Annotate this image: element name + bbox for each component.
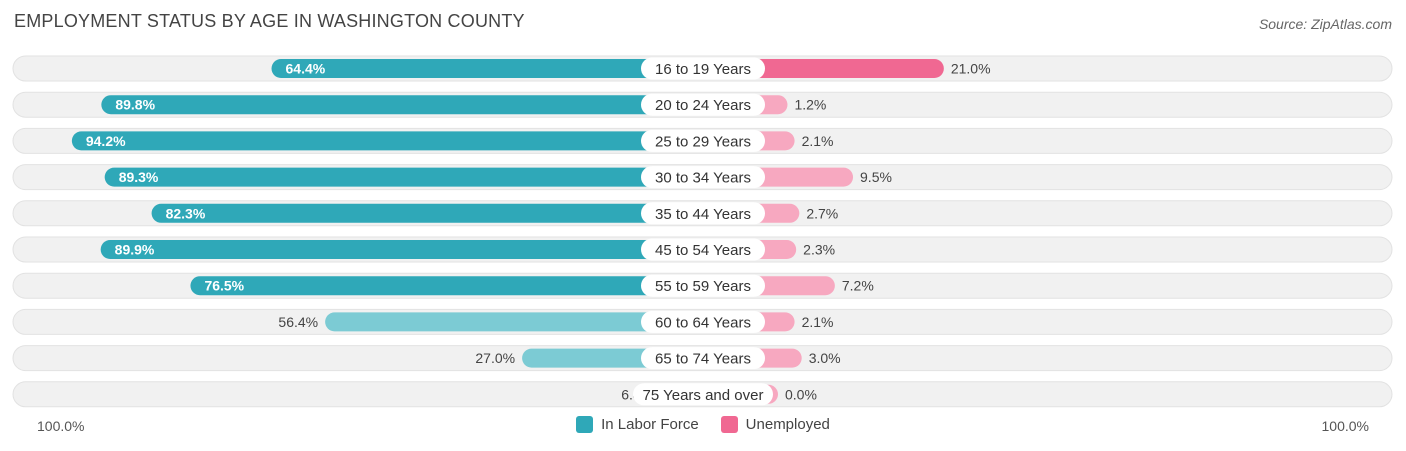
label-labor-force: 56.4% (278, 314, 318, 330)
legend-item-labor-force[interactable]: In Labor Force (576, 416, 699, 433)
category-label: 55 to 59 Years (655, 278, 751, 295)
label-unemployed: 2.3% (803, 242, 835, 258)
category-pill (641, 202, 765, 225)
category-pill (641, 57, 765, 80)
category-label: 45 to 54 Years (655, 242, 751, 259)
label-unemployed: 21.0% (951, 61, 991, 77)
legend-swatch-labor-force (576, 416, 594, 433)
chart-title: EMPLOYMENT STATUS BY AGE IN WASHINGTON C… (14, 11, 525, 31)
label-labor-force: 94.2% (86, 133, 126, 149)
label-labor-force: 89.3% (119, 169, 159, 185)
bar-labor-force (190, 276, 703, 296)
label-labor-force: 82.3% (166, 205, 206, 221)
legend-label-labor-force: In Labor Force (601, 416, 699, 433)
label-unemployed: 7.2% (842, 278, 874, 294)
category-label: 35 to 44 Years (655, 206, 751, 223)
label-labor-force: 89.9% (115, 242, 155, 258)
category-label: 25 to 29 Years (655, 133, 751, 150)
bar-labor-force (100, 240, 704, 259)
category-label: 60 to 64 Years (655, 314, 751, 331)
legend: In Labor Force Unemployed (0, 416, 1406, 433)
label-labor-force: 89.8% (115, 97, 155, 113)
category-label: 30 to 34 Years (655, 170, 751, 187)
label-unemployed: 2.1% (802, 314, 834, 330)
source-label: Source: ZipAtlas.com (1258, 16, 1392, 32)
category-pill (641, 274, 765, 297)
label-unemployed: 3.0% (809, 350, 841, 366)
bar-labor-force (325, 312, 703, 332)
bar-labor-force (71, 131, 704, 151)
bar-labor-force (104, 167, 703, 187)
category-label: 16 to 19 Years (655, 61, 751, 78)
category-pill (641, 93, 765, 116)
category-pill (641, 166, 765, 189)
label-unemployed: 9.5% (860, 169, 892, 185)
label-unemployed: 0.0% (785, 386, 817, 402)
category-label: 65 to 74 Years (655, 351, 751, 368)
label-labor-force: 64.4% (286, 61, 326, 77)
axis-left-label: 100.0% (37, 418, 85, 434)
category-pill (633, 383, 773, 406)
category-label: 20 to 24 Years (655, 97, 751, 114)
label-labor-force: 76.5% (204, 278, 244, 294)
legend-label-unemployed: Unemployed (745, 416, 830, 433)
category-pill (641, 238, 765, 261)
bar-labor-force (101, 95, 704, 115)
label-unemployed: 1.2% (794, 97, 826, 113)
category-pill (641, 347, 765, 370)
bar-labor-force (151, 203, 704, 223)
legend-item-unemployed[interactable]: Unemployed (720, 416, 830, 433)
category-label: 75 Years and over (643, 387, 764, 404)
category-pill (641, 129, 765, 152)
category-pill (641, 310, 765, 333)
label-labor-force: 27.0% (475, 350, 515, 366)
legend-swatch-unemployed (720, 416, 738, 433)
label-unemployed: 2.1% (802, 133, 834, 149)
bar-labor-force (271, 59, 703, 78)
label-unemployed: 2.7% (806, 205, 838, 221)
axis-right-label: 100.0% (1321, 418, 1369, 434)
